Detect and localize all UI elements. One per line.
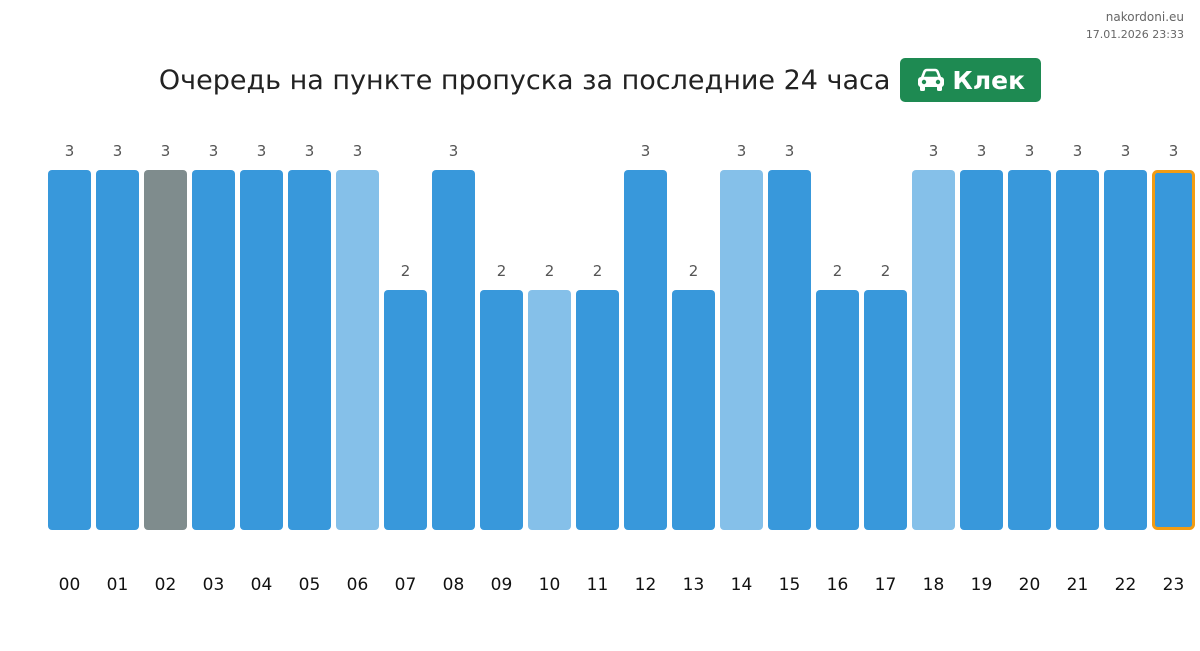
- data-label-13: 2: [689, 262, 699, 280]
- x-tick-label-16: 16: [827, 575, 849, 595]
- bar-06: [336, 170, 379, 530]
- data-label-03: 3: [209, 142, 219, 160]
- bar-11: [576, 290, 619, 530]
- watermark: nakordoni.eu 17.01.2026 23:33: [1086, 9, 1184, 43]
- x-tick-label-00: 00: [59, 575, 81, 595]
- bar-01: [96, 170, 139, 530]
- x-tick-label-17: 17: [875, 575, 897, 595]
- bar-07: [384, 290, 427, 530]
- data-label-14: 3: [737, 142, 747, 160]
- x-tick-label-22: 22: [1115, 575, 1137, 595]
- data-label-08: 3: [449, 142, 459, 160]
- x-tick-label-12: 12: [635, 575, 657, 595]
- data-label-02: 3: [161, 142, 171, 160]
- x-tick-label-07: 07: [395, 575, 417, 595]
- data-label-22: 3: [1121, 142, 1131, 160]
- data-label-00: 3: [65, 142, 75, 160]
- bar-08: [432, 170, 475, 530]
- x-tick-label-13: 13: [683, 575, 705, 595]
- x-tick-label-21: 21: [1067, 575, 1089, 595]
- watermark-site: nakordoni.eu: [1105, 10, 1184, 24]
- bar-19: [960, 170, 1003, 530]
- data-label-19: 3: [977, 142, 987, 160]
- bar-22: [1104, 170, 1147, 530]
- bar-17: [864, 290, 907, 530]
- bar-00: [48, 170, 91, 530]
- x-tick-label-20: 20: [1019, 575, 1041, 595]
- bar-04: [240, 170, 283, 530]
- x-tick-label-23: 23: [1163, 575, 1185, 595]
- x-tick-label-06: 06: [347, 575, 369, 595]
- data-label-17: 2: [881, 262, 891, 280]
- data-label-15: 3: [785, 142, 795, 160]
- bar-23: [1152, 170, 1195, 530]
- data-label-10: 2: [545, 262, 555, 280]
- data-label-11: 2: [593, 262, 603, 280]
- x-tick-label-19: 19: [971, 575, 993, 595]
- data-label-12: 3: [641, 142, 651, 160]
- data-label-07: 2: [401, 262, 411, 280]
- watermark-timestamp: 17.01.2026 23:33: [1085, 28, 1184, 41]
- data-label-06: 3: [353, 142, 363, 160]
- car-icon: [916, 67, 946, 93]
- data-label-21: 3: [1073, 142, 1083, 160]
- x-tick-label-08: 08: [443, 575, 465, 595]
- bar-14: [720, 170, 763, 530]
- x-tick-label-01: 01: [107, 575, 129, 595]
- x-tick-label-11: 11: [587, 575, 609, 595]
- x-tick-label-18: 18: [923, 575, 945, 595]
- x-tick-label-10: 10: [539, 575, 561, 595]
- data-label-01: 3: [113, 142, 123, 160]
- data-label-09: 2: [497, 262, 507, 280]
- x-tick-label-14: 14: [731, 575, 753, 595]
- crossing-badge: Клек: [900, 58, 1042, 102]
- bar-03: [192, 170, 235, 530]
- data-label-20: 3: [1025, 142, 1035, 160]
- bar-10: [528, 290, 571, 530]
- bar-02: [144, 170, 187, 530]
- x-tick-label-03: 03: [203, 575, 225, 595]
- bar-12: [624, 170, 667, 530]
- x-tick-label-09: 09: [491, 575, 513, 595]
- crossing-badge-label: Клек: [952, 65, 1026, 95]
- bar-15: [768, 170, 811, 530]
- x-tick-label-02: 02: [155, 575, 177, 595]
- title-row: Очередь на пункте пропуска за последние …: [0, 58, 1200, 102]
- data-label-16: 2: [833, 262, 843, 280]
- x-tick-label-15: 15: [779, 575, 801, 595]
- data-label-18: 3: [929, 142, 939, 160]
- bar-18: [912, 170, 955, 530]
- x-tick-label-05: 05: [299, 575, 321, 595]
- chart-title: Очередь на пункте пропуска за последние …: [158, 64, 891, 96]
- x-tick-label-04: 04: [251, 575, 273, 595]
- bar-chart: 3003013023033043053062073082092102113122…: [48, 142, 1195, 595]
- bar-20: [1008, 170, 1051, 530]
- bar-16: [816, 290, 859, 530]
- bar-09: [480, 290, 523, 530]
- data-label-04: 3: [257, 142, 267, 160]
- bar-05: [288, 170, 331, 530]
- bar-21: [1056, 170, 1099, 530]
- bar-13: [672, 290, 715, 530]
- data-label-23: 3: [1169, 142, 1179, 160]
- data-label-05: 3: [305, 142, 315, 160]
